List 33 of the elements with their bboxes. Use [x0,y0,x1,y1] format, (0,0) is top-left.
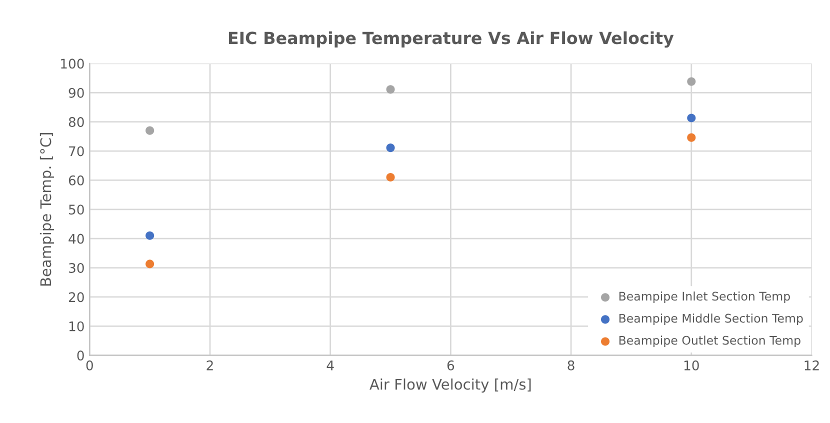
legend-label: Beampipe Inlet Section Temp [619,292,790,303]
x-axis-title: Air Flow Velocity [m/s] [370,378,531,393]
point [687,133,696,142]
x-tick-label: 8 [568,360,574,370]
y-tick-label: 100 [61,58,84,69]
y-tick-label: 0 [77,350,84,361]
point [386,144,395,152]
y-tick-label: 40 [68,234,84,244]
chart-title: EIC Beampipe Temperature Vs Air Flow Velocity [228,31,674,48]
legend-label: Beampipe Middle Section Temp [619,314,803,326]
x-tick-label: 0 [86,360,93,370]
x-tick-label: 4 [326,360,334,370]
x-tick-label: 6 [447,360,454,370]
y-tick-label: 30 [68,262,84,273]
point [146,126,154,135]
point [386,85,395,94]
y-tick-label: 90 [68,88,84,98]
point [687,114,696,122]
y-tick-label: 10 [69,321,84,332]
y-tick-label: 60 [68,175,84,186]
y-tick-label: 80 [68,117,84,128]
x-tick-label: 12 [804,360,819,370]
point [386,173,395,182]
x-tick-label: 2 [206,360,213,370]
point [146,231,154,240]
y-axis-title: Beampipe Temp. [°C] [40,133,54,286]
point [687,77,696,86]
point [146,260,154,268]
x-tick-label: 10 [684,360,699,370]
legend-label: Beampipe Outlet Section Temp [619,336,800,348]
y-tick-label: 70 [69,146,84,156]
y-tick-label: 20 [68,292,84,302]
y-tick-label: 50 [69,204,84,215]
